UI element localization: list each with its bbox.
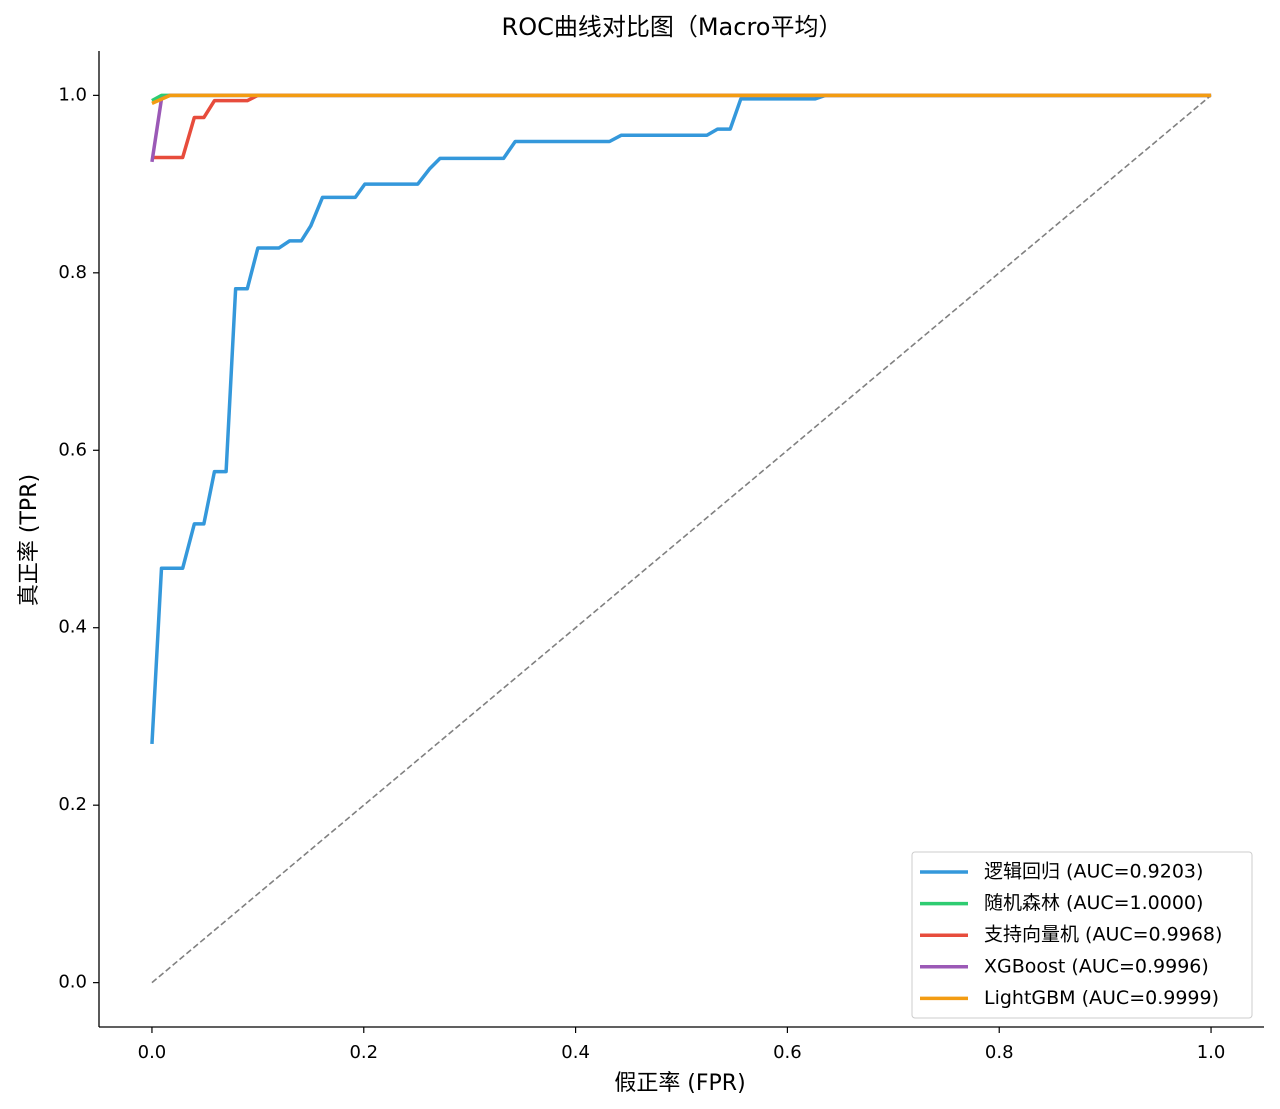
y-tick-label: 0.4 [58,617,87,638]
y-tick-label: 0.0 [58,972,87,993]
reference-line [151,94,1212,984]
x-tick-label: 0.6 [773,1042,802,1063]
x-axis-label: 假正率 (FPR) [614,1071,745,1096]
y-axis-label: 真正率 (TPR) [17,474,42,606]
x-tick-label: 0.4 [561,1042,590,1063]
roc-line [151,93,1212,160]
roc-line [151,93,1212,105]
y-tick-label: 0.2 [58,794,87,815]
y-tick-label: 0.6 [58,439,87,460]
legend-label: LightGBM (AUC=0.9999) [984,987,1219,1009]
legend-label: 支持向量机 (AUC=0.9968) [984,924,1222,946]
chart-title: ROC曲线对比图（Macro平均） [502,13,843,41]
y-tick-label: 1.0 [58,84,87,105]
x-tick-label: 0.2 [349,1042,378,1063]
x-tick-label: 1.0 [1197,1042,1226,1063]
legend-label: XGBoost (AUC=0.9996) [984,955,1209,977]
roc-line [150,93,1212,163]
legend-box [911,851,1253,1019]
y-tick-label: 0.8 [58,262,87,283]
roc-line [150,93,1212,745]
legend-label: 逻辑回归 (AUC=0.9203) [984,861,1203,883]
x-tick-label: 0.0 [138,1042,167,1063]
x-tick-label: 0.8 [985,1042,1014,1063]
legend-label: 随机森林 (AUC=1.0000) [984,892,1203,914]
